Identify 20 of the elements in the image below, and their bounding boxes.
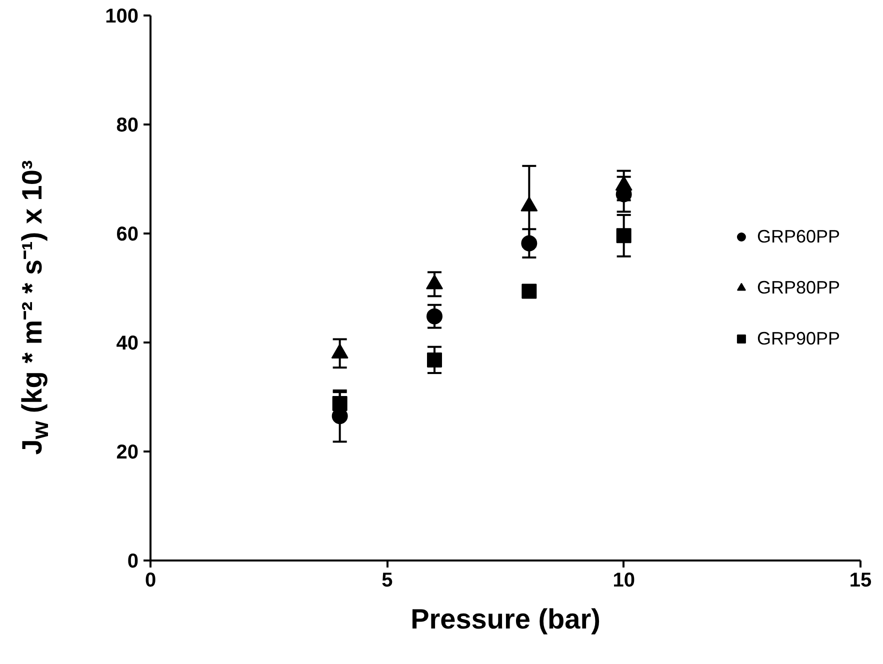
- y-tick-label: 100: [105, 6, 139, 28]
- point: [427, 352, 442, 368]
- y-tick-label: 80: [116, 114, 139, 136]
- point: [332, 396, 348, 412]
- point: [522, 284, 537, 299]
- x-tick-label: 0: [144, 570, 156, 592]
- y-tick-label: 0: [127, 550, 138, 572]
- point: [616, 228, 632, 244]
- legend-label: GRP90PP: [756, 328, 840, 349]
- x-axis-title: Pressure (bar): [410, 604, 600, 634]
- point: [426, 308, 442, 324]
- y-tick-label: 40: [116, 332, 139, 354]
- legend-label: GRP60PP: [756, 226, 840, 247]
- x-tick-label: 10: [612, 570, 635, 592]
- legend-label: GRP80PP: [756, 277, 840, 298]
- point: [521, 235, 538, 252]
- x-tick-label: 5: [382, 570, 393, 592]
- y-tick-label: 60: [116, 224, 139, 246]
- x-tick-label: 15: [849, 570, 872, 592]
- y-tick-label: 20: [116, 442, 139, 464]
